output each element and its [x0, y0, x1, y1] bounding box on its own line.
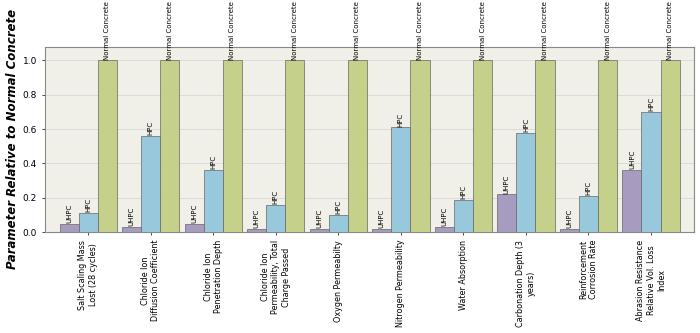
Text: HPC: HPC: [398, 113, 404, 127]
Text: Normal Concrete: Normal Concrete: [104, 1, 111, 60]
Text: UHPC: UHPC: [504, 174, 510, 193]
Bar: [560, 229, 579, 232]
Text: UHPC: UHPC: [191, 203, 197, 223]
Bar: [78, 213, 98, 232]
Bar: [497, 194, 517, 232]
Bar: [286, 60, 304, 232]
Bar: [223, 60, 242, 232]
Text: HPC: HPC: [273, 190, 279, 204]
Bar: [410, 60, 430, 232]
Y-axis label: Parameter Relative to Normal Concrete: Parameter Relative to Normal Concrete: [6, 9, 19, 269]
Text: Normal Concrete: Normal Concrete: [354, 1, 360, 60]
Text: Normal Concrete: Normal Concrete: [667, 1, 673, 60]
Text: HPC: HPC: [461, 184, 466, 199]
Text: UHPC: UHPC: [379, 209, 385, 228]
Bar: [622, 170, 641, 232]
Bar: [141, 136, 160, 232]
Bar: [122, 227, 141, 232]
Text: UHPC: UHPC: [566, 209, 573, 228]
Text: UHPC: UHPC: [66, 203, 72, 223]
Text: Normal Concrete: Normal Concrete: [542, 1, 548, 60]
Bar: [329, 215, 348, 232]
Text: HPC: HPC: [210, 155, 216, 169]
Text: UHPC: UHPC: [129, 207, 134, 226]
Bar: [160, 60, 179, 232]
Text: Normal Concrete: Normal Concrete: [167, 1, 173, 60]
Text: Normal Concrete: Normal Concrete: [480, 1, 486, 60]
Text: UHPC: UHPC: [253, 209, 260, 228]
Text: UHPC: UHPC: [629, 150, 635, 169]
Bar: [185, 223, 204, 232]
Bar: [309, 229, 329, 232]
Bar: [60, 223, 78, 232]
Bar: [661, 60, 680, 232]
Bar: [391, 128, 410, 232]
Text: Normal Concrete: Normal Concrete: [417, 1, 423, 60]
Text: HPC: HPC: [648, 97, 654, 111]
Bar: [266, 205, 286, 232]
Text: HPC: HPC: [335, 200, 342, 214]
Bar: [204, 170, 223, 232]
Bar: [641, 112, 661, 232]
Text: HPC: HPC: [523, 118, 529, 132]
Text: UHPC: UHPC: [316, 209, 322, 228]
Bar: [579, 196, 598, 232]
Text: Normal Concrete: Normal Concrete: [230, 1, 235, 60]
Bar: [98, 60, 117, 232]
Text: HPC: HPC: [148, 121, 154, 135]
Bar: [473, 60, 492, 232]
Bar: [517, 133, 536, 232]
Bar: [247, 229, 266, 232]
Bar: [372, 229, 391, 232]
Bar: [435, 227, 454, 232]
Text: Normal Concrete: Normal Concrete: [605, 1, 610, 60]
Bar: [536, 60, 554, 232]
Text: HPC: HPC: [85, 198, 91, 212]
Bar: [454, 199, 473, 232]
Bar: [598, 60, 617, 232]
Bar: [348, 60, 367, 232]
Text: Normal Concrete: Normal Concrete: [292, 1, 298, 60]
Text: HPC: HPC: [585, 181, 591, 195]
Text: UHPC: UHPC: [441, 207, 447, 226]
